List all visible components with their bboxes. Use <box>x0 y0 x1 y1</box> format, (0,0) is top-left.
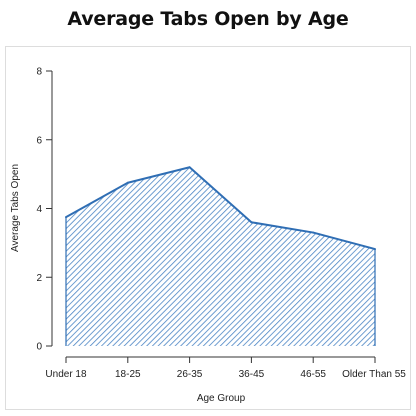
data-point <box>312 231 315 234</box>
x-axis-title: Age Group <box>197 393 246 404</box>
x-tick-label: 36-45 <box>239 369 265 380</box>
y-tick-label: 8 <box>36 67 42 78</box>
data-point <box>250 221 253 224</box>
series-line <box>65 166 376 251</box>
x-tick-label: 26-35 <box>177 369 203 380</box>
x-tick-label: 46-55 <box>300 369 326 380</box>
y-tick-label: 0 <box>36 342 42 353</box>
data-point <box>188 166 191 169</box>
chart-title: Average Tabs Open by Age <box>67 8 349 30</box>
x-tick-label: Older Than 55 <box>342 369 406 380</box>
y-tick-label: 6 <box>36 135 42 146</box>
x-tick-label: Under 18 <box>45 369 87 380</box>
data-point <box>65 216 67 219</box>
x-tick-label: 18-25 <box>115 369 141 380</box>
area-fill <box>66 167 375 346</box>
y-tick-label: 4 <box>36 204 42 215</box>
y-axis-title: Average Tabs Open <box>10 164 21 252</box>
y-tick-label: 2 <box>36 273 42 284</box>
data-point <box>126 181 129 184</box>
data-point <box>374 248 376 251</box>
